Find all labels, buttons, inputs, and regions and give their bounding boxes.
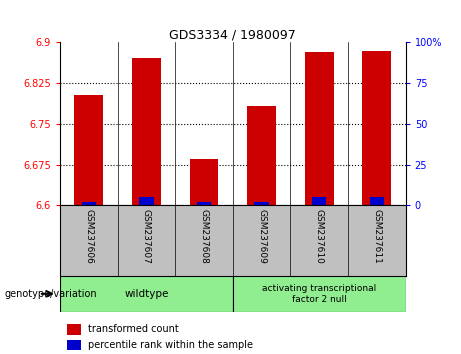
Text: wildtype: wildtype bbox=[124, 289, 169, 299]
Text: genotype/variation: genotype/variation bbox=[5, 289, 97, 299]
FancyBboxPatch shape bbox=[233, 276, 406, 312]
Text: GSM237608: GSM237608 bbox=[200, 209, 208, 264]
Bar bbox=[362, 51, 391, 205]
Text: GSM237607: GSM237607 bbox=[142, 209, 151, 264]
Bar bbox=[370, 197, 384, 205]
Bar bbox=[254, 202, 269, 205]
FancyBboxPatch shape bbox=[60, 276, 233, 312]
Bar bbox=[67, 324, 81, 335]
Text: GSM237610: GSM237610 bbox=[315, 209, 324, 264]
Text: GSM237606: GSM237606 bbox=[84, 209, 93, 264]
Bar bbox=[132, 58, 161, 205]
Bar bbox=[139, 197, 154, 205]
Bar bbox=[67, 340, 81, 350]
Text: activating transcriptional
factor 2 null: activating transcriptional factor 2 null bbox=[262, 284, 376, 303]
Text: GSM237609: GSM237609 bbox=[257, 209, 266, 264]
Bar bbox=[312, 197, 326, 205]
Bar bbox=[247, 106, 276, 205]
Bar bbox=[189, 159, 219, 205]
Text: percentile rank within the sample: percentile rank within the sample bbox=[88, 340, 253, 350]
Text: transformed count: transformed count bbox=[88, 324, 178, 334]
Text: GSM237611: GSM237611 bbox=[372, 209, 381, 264]
Title: GDS3334 / 1980097: GDS3334 / 1980097 bbox=[170, 28, 296, 41]
Bar bbox=[305, 52, 334, 205]
Bar bbox=[197, 202, 211, 205]
Bar bbox=[74, 95, 103, 205]
Bar bbox=[82, 202, 96, 205]
